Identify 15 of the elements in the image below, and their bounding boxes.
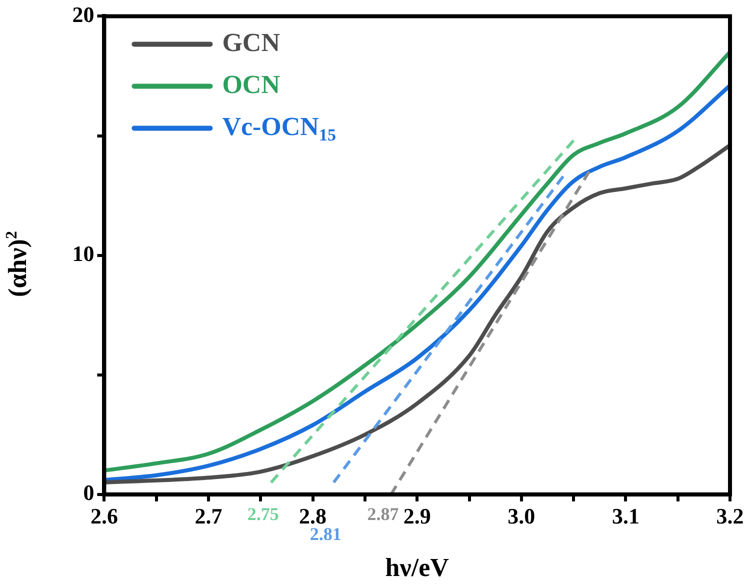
x-tick-label: 3.1 <box>612 503 640 528</box>
x-tick-label: 2.6 <box>90 503 118 528</box>
x-tick-label: 3.2 <box>716 503 744 528</box>
x-axis-title: hν/eV <box>385 553 450 582</box>
text: 2.87 <box>367 504 399 524</box>
y-tick-label: 20 <box>72 2 94 27</box>
x-tick-label: 3.0 <box>508 503 536 528</box>
y-tick-label: 0 <box>83 480 94 506</box>
y-tick-label: 10 <box>72 240 94 266</box>
line-series <box>104 143 730 484</box>
x-tick-label: 2.9 <box>403 503 431 528</box>
legend-label: OCN <box>222 70 280 99</box>
x-tick-label: 2.7 <box>194 503 222 528</box>
legend-label: GCN <box>222 28 280 57</box>
text: 2.75 <box>247 504 279 524</box>
